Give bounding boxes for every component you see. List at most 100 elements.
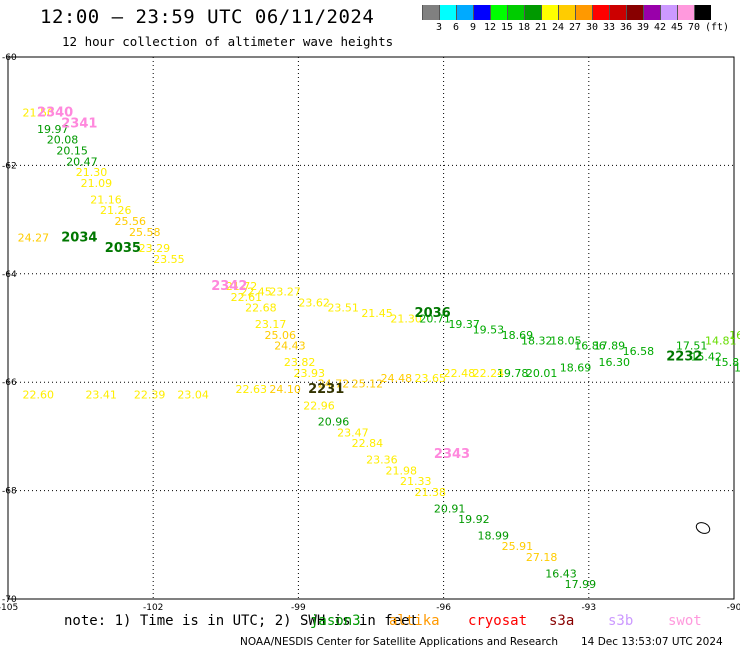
wave-height-label: 22.60 <box>23 388 55 401</box>
page-subtitle: 12 hour collection of altimeter wave hei… <box>62 34 394 49</box>
lon-tick-label: -96 <box>436 603 451 613</box>
scale-label: 36 <box>619 22 633 33</box>
scale-label: 33 <box>602 22 616 33</box>
wave-height-label: 22.45 <box>240 285 272 298</box>
wave-height-label: 24.27 <box>18 231 50 244</box>
wave-height-label: 23.82 <box>284 356 316 369</box>
scale-swatch <box>660 5 677 20</box>
footer-note: note: 1) Time is in UTC; 2) SWH is in fe… <box>64 613 419 629</box>
lon-tick-label: -105 <box>0 603 18 613</box>
wave-height-label: 15.42 <box>690 351 722 364</box>
observations-layer: 21.5019.9720.0820.1520.4721.3021.0921.16… <box>18 107 740 592</box>
island-outline <box>695 522 711 534</box>
lon-tick-label: -93 <box>581 603 596 613</box>
wave-height-label: 22.96 <box>303 399 335 412</box>
wave-height-label: 17.89 <box>594 340 626 353</box>
color-scale <box>422 5 711 20</box>
scale-swatch <box>524 5 541 20</box>
wave-height-label: 21.30 <box>76 166 108 179</box>
wave-height-label: 23.27 <box>269 285 301 298</box>
scale-swatch <box>626 5 643 20</box>
lat-tick-label: -60 <box>2 53 17 63</box>
scale-swatch <box>558 5 575 20</box>
scale-label: 9 <box>469 22 477 33</box>
wave-height-label: 18.69 <box>502 329 534 342</box>
scale-label: 24 <box>551 22 565 33</box>
wave-height-label: 20.08 <box>47 134 79 147</box>
scale-swatch <box>575 5 592 20</box>
wave-height-label: 22.84 <box>352 437 384 450</box>
generated-date: 14 Dec 13:53:07 UTC 2024 <box>581 636 723 648</box>
scale-label: 21 <box>534 22 548 33</box>
pass-time-label: 2341 <box>61 116 97 131</box>
wave-height-label: 23.41 <box>85 388 117 401</box>
lat-tick-label: -68 <box>2 487 17 497</box>
wave-height-label: 19.37 <box>448 318 480 331</box>
wave-height-label: 16.86 <box>574 340 606 353</box>
lon-tick-label: -102 <box>143 603 163 613</box>
lon-tick-label: -90 <box>727 603 740 613</box>
map-frame <box>7 56 735 600</box>
wave-height-label: 19.53 <box>473 323 505 336</box>
scale-label: 42 <box>653 22 667 33</box>
pass-time-label: 2036 <box>415 306 451 321</box>
scale-swatch <box>694 5 711 20</box>
wave-height-label: 16.58 <box>623 345 655 358</box>
wave-height-label: 23.55 <box>153 253 185 266</box>
wave-height-label: 19.97 <box>37 123 69 136</box>
wave-height-label: 27.18 <box>526 551 558 564</box>
legend-item-swot: swot <box>668 613 702 629</box>
pass-time-label: 2340 <box>37 106 73 121</box>
scale-swatch <box>507 5 524 20</box>
wave-height-label: 15. <box>734 361 740 374</box>
wave-height-label: 23.93 <box>294 367 326 380</box>
scale-label: 6 <box>452 22 460 33</box>
wave-height-label: 14.81 <box>705 334 737 347</box>
wave-height-label: 21.98 <box>386 464 418 477</box>
wave-height-label: 22.39 <box>134 388 166 401</box>
wave-height-label: 20.15 <box>56 145 88 158</box>
wave-height-label: 24.72 <box>318 378 350 391</box>
scale-label: 30 <box>585 22 599 33</box>
scale-label: 45 <box>670 22 684 33</box>
scale-unit: (ft) <box>704 22 730 33</box>
wave-height-label: 21.26 <box>100 204 131 217</box>
wave-height-label: 21.33 <box>400 475 432 488</box>
wave-height-label: 20.01 <box>526 367 558 380</box>
wave-height-label: 23.51 <box>327 302 359 315</box>
wave-height-label: 21.72 <box>226 280 257 293</box>
wave-height-label: 19.78 <box>497 367 528 380</box>
pass-time-label: 2035 <box>105 241 141 256</box>
wave-height-label: 20.47 <box>66 155 98 168</box>
legend-item-jason3: jason3 <box>310 613 361 629</box>
wave-height-label: 25.06 <box>265 329 297 342</box>
pass-time-label: 2034 <box>61 230 97 245</box>
scale-label: 27 <box>568 22 582 33</box>
wave-height-label: 25.12 <box>352 378 384 391</box>
wave-height-label: 23.62 <box>298 296 330 309</box>
wave-height-label: 23.47 <box>337 426 369 439</box>
wave-height-label: 21.30 <box>390 313 422 326</box>
lat-tick-label: -66 <box>2 378 17 388</box>
credit: NOAA/NESDIS Center for Satellite Applica… <box>240 636 558 648</box>
wave-height-label: 20.96 <box>318 416 350 429</box>
wave-height-label: 22.61 <box>231 291 263 304</box>
legend-item-altika: altika <box>389 613 440 629</box>
wave-height-label: 23.17 <box>255 318 287 331</box>
scale-swatch <box>643 5 660 20</box>
pass-time-label: 2343 <box>434 447 470 462</box>
wave-height-label: 20.71 <box>419 313 451 326</box>
scale-label: 15 <box>500 22 514 33</box>
wave-height-label: 22.24 <box>473 367 505 380</box>
scale-swatch <box>541 5 558 20</box>
wave-height-label: 22.48 <box>444 367 476 380</box>
wave-height-label: 24.48 <box>381 372 413 385</box>
wave-height-label: 21.50 <box>23 107 55 120</box>
wave-height-label: 15.81 <box>715 356 740 369</box>
lon-tick-label: -99 <box>291 603 306 613</box>
wave-height-label: 17.51 <box>676 340 708 353</box>
pass-time-label: 2232 <box>666 350 702 365</box>
scale-swatch <box>592 5 609 20</box>
